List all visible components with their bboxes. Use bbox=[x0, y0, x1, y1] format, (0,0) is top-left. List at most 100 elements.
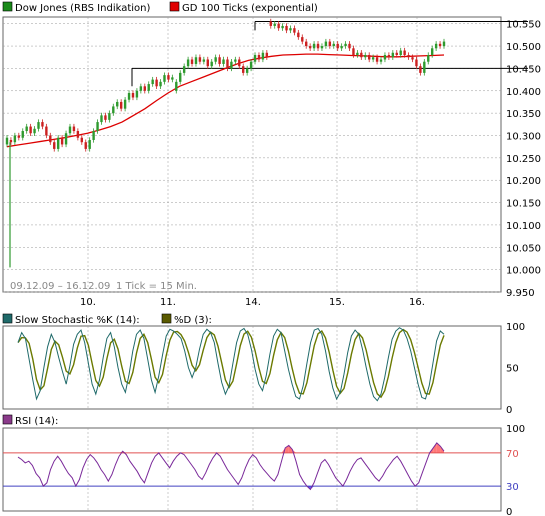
x-tick-label: 11. bbox=[160, 297, 176, 308]
candle-body bbox=[56, 137, 60, 149]
candle-body bbox=[179, 72, 182, 82]
candle-body bbox=[273, 23, 276, 26]
candle-body bbox=[139, 86, 143, 91]
candle-body bbox=[367, 55, 371, 60]
rsi-y-tick: 100 bbox=[506, 424, 525, 435]
candle-body bbox=[206, 59, 209, 67]
candle-body bbox=[60, 137, 64, 145]
candle-body bbox=[17, 135, 21, 138]
candle-body bbox=[88, 139, 91, 149]
candle-body bbox=[116, 101, 119, 107]
candle-body bbox=[131, 93, 135, 98]
candle-body bbox=[159, 81, 162, 87]
candle-body bbox=[305, 41, 308, 47]
tick-info-label: 1 Tick = 15 Min. bbox=[116, 281, 197, 292]
candle-body bbox=[352, 48, 355, 56]
legend-label-k: Slow Stochastic %K (14): bbox=[15, 315, 140, 326]
x-tick-label: 16. bbox=[409, 297, 425, 308]
candle-body bbox=[202, 59, 206, 62]
candle-body bbox=[80, 137, 84, 143]
candle-body bbox=[53, 142, 56, 149]
stochastic-vertical-gridlines bbox=[87, 326, 418, 409]
legend-swatch-k bbox=[2, 313, 13, 324]
candle-body bbox=[356, 52, 359, 56]
rsi-panel: RSI (14): 100 70 30 0 bbox=[2, 414, 525, 516]
candle-body bbox=[430, 48, 434, 56]
price-y-tick: 10.550 bbox=[506, 20, 541, 31]
candle-body bbox=[434, 43, 438, 49]
candle-body bbox=[21, 131, 24, 138]
candle-body bbox=[407, 55, 410, 58]
candle-body bbox=[238, 59, 241, 67]
candle-body bbox=[312, 43, 316, 49]
candle-body bbox=[411, 57, 414, 60]
candle-body bbox=[108, 113, 111, 120]
price-y-tick: 10.250 bbox=[506, 154, 541, 165]
price-legend: Dow Jones (RBS Indikation) GD 100 Ticks … bbox=[2, 1, 318, 14]
candle-body bbox=[100, 115, 103, 123]
candle-body bbox=[285, 25, 288, 31]
stochastic-d-line bbox=[17, 328, 445, 399]
price-y-tick: 10.100 bbox=[506, 221, 541, 232]
rsi-overbought-fill bbox=[436, 442, 441, 453]
candle-body bbox=[119, 101, 123, 109]
rsi-line bbox=[17, 442, 445, 491]
stochastic-y-tick-labels: 100 50 0 bbox=[506, 322, 525, 416]
price-y-tick: 10.150 bbox=[506, 199, 541, 210]
x-tick-labels: 10. 11. 14. 15. 16. bbox=[80, 297, 425, 308]
date-range-label: 09.12.09 – 16.12.09 bbox=[10, 281, 110, 292]
candle-body bbox=[151, 79, 154, 85]
stochastic-y-tick: 100 bbox=[506, 322, 525, 333]
candle-body bbox=[123, 99, 127, 109]
candle-body bbox=[415, 59, 418, 67]
rsi-y-tick: 30 bbox=[506, 482, 519, 493]
candle-body bbox=[167, 75, 170, 80]
candle-body bbox=[340, 46, 343, 49]
legend-label-price: Dow Jones (RBS Indikation) bbox=[15, 3, 150, 14]
rsi-overbought-fill bbox=[433, 442, 437, 453]
rsi-panel-frame bbox=[2, 427, 502, 512]
candle-body bbox=[332, 43, 335, 47]
price-y-tick: 10.200 bbox=[506, 176, 541, 187]
candle-body bbox=[5, 137, 9, 145]
candle-body bbox=[234, 59, 237, 62]
price-y-tick: 10.500 bbox=[506, 42, 541, 53]
candle-body bbox=[194, 57, 198, 64]
candle-body bbox=[163, 75, 166, 82]
stochastic-y-tick: 0 bbox=[506, 405, 512, 416]
rsi-overbought-fill bbox=[285, 445, 289, 453]
candle-body bbox=[419, 66, 422, 73]
candle-body bbox=[104, 115, 107, 120]
candle-body bbox=[395, 52, 398, 56]
candle-body bbox=[222, 59, 225, 64]
candle-body bbox=[135, 90, 139, 98]
price-y-tick: 10.050 bbox=[506, 243, 541, 254]
candle-body bbox=[427, 55, 430, 62]
candle-body bbox=[45, 126, 48, 136]
price-y-tick: 10.300 bbox=[506, 131, 541, 142]
candle-body bbox=[127, 93, 131, 100]
candle-body bbox=[442, 41, 446, 47]
legend-swatch-price bbox=[2, 1, 13, 12]
candle-body bbox=[336, 43, 339, 49]
candle-body bbox=[375, 57, 379, 62]
candle-body bbox=[245, 68, 249, 73]
candle-body bbox=[379, 59, 383, 62]
candle-body bbox=[9, 139, 13, 143]
candle-body bbox=[320, 46, 324, 49]
candle-body bbox=[182, 66, 186, 73]
candle-body bbox=[289, 28, 292, 31]
legend-label-d: %D (3): bbox=[174, 315, 212, 326]
candle-body bbox=[155, 79, 158, 87]
candle-body bbox=[41, 122, 44, 127]
candle-body bbox=[269, 21, 272, 26]
rsi-vertical-gridlines bbox=[87, 428, 418, 511]
rsi-overbought-fill bbox=[288, 445, 293, 453]
candle-body bbox=[64, 133, 68, 145]
candle-body bbox=[364, 55, 367, 58]
candle-body bbox=[214, 57, 217, 62]
stochastic-panel: Slow Stochastic %K (14): %D (3): 100 50 0 bbox=[2, 313, 525, 416]
candle-body bbox=[261, 52, 265, 60]
candle-body bbox=[143, 86, 146, 91]
